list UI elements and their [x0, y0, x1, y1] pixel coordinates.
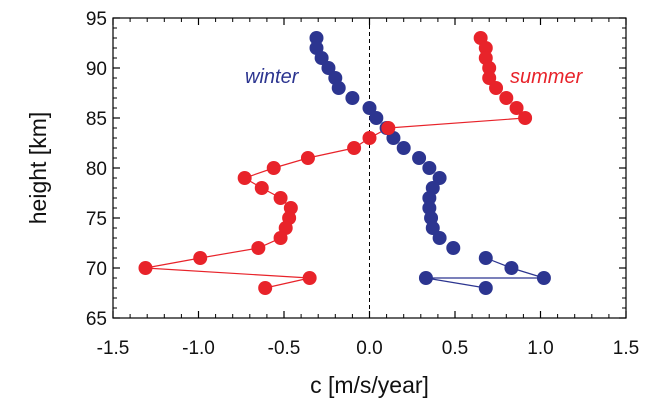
data-point-winter [369, 111, 384, 125]
data-point-winter [345, 91, 360, 105]
data-point-winter [536, 271, 551, 285]
y-tick-label: 95 [86, 9, 107, 30]
data-point-summer [489, 81, 504, 95]
x-tick-label: 1.0 [527, 338, 553, 359]
data-point-summer [273, 231, 288, 245]
data-point-summer [381, 121, 396, 135]
data-point-winter [504, 261, 519, 275]
data-point-winter [432, 171, 447, 185]
x-tick-label: 0.0 [356, 338, 382, 359]
axis-ticks [112, 17, 627, 319]
data-point-winter [478, 281, 493, 295]
data-point-summer [300, 151, 315, 165]
data-point-summer [499, 91, 514, 105]
data-point-winter [432, 231, 447, 245]
y-tick-label: 90 [86, 59, 107, 80]
data-point-summer [478, 41, 493, 55]
data-point-winter [418, 271, 433, 285]
data-point-winter [309, 31, 324, 45]
y-tick-labels: 65 70 75 80 85 90 95 [86, 9, 107, 330]
y-tick-label: 85 [86, 109, 107, 130]
data-point-winter [314, 51, 329, 65]
data-point-summer [482, 61, 497, 75]
y-tick-label: 70 [86, 259, 107, 280]
y-tick-label: 80 [86, 159, 107, 180]
y-tick-label: 75 [86, 209, 107, 230]
data-point-summer [237, 171, 252, 185]
data-point-summer [266, 161, 281, 175]
data-point-winter [446, 241, 461, 255]
x-axis-title: c [m/s/year] [310, 372, 429, 398]
y-tick-label: 65 [86, 309, 107, 330]
x-tick-label: -0.5 [268, 338, 301, 359]
data-point-winter [412, 151, 427, 165]
data-point-winter [321, 61, 336, 75]
data-point-summer [254, 181, 269, 195]
data-point-summer [518, 111, 533, 125]
x-tick-label: -1.0 [182, 338, 215, 359]
data-point-winter [396, 141, 411, 155]
data-point-summer [509, 101, 524, 115]
x-tick-labels: -1.5 -1.0 -0.5 0.0 0.5 1.0 1.5 [97, 338, 640, 359]
data-point-winter [331, 81, 346, 95]
data-point-summer [258, 281, 273, 295]
data-point-summer [482, 71, 497, 85]
series-label-summer: summer [510, 66, 584, 88]
data-point-winter [422, 191, 437, 205]
data-point-summer [302, 271, 317, 285]
data-point-winter [362, 101, 377, 115]
data-point-summer [273, 191, 288, 205]
data-point-summer [347, 141, 362, 155]
series-label-winter: winter [245, 66, 300, 88]
x-tick-label: 1.5 [613, 338, 639, 359]
data-point-winter [425, 221, 440, 235]
data-point-summer [251, 241, 266, 255]
data-point-summer [138, 261, 153, 275]
y-axis-title: height [km] [25, 112, 51, 225]
x-tick-label: -1.5 [97, 338, 130, 359]
data-point-winter [422, 161, 437, 175]
x-tick-label: 0.5 [442, 338, 468, 359]
series-points [138, 31, 551, 295]
data-point-winter [478, 251, 493, 265]
data-point-summer [362, 131, 377, 145]
data-point-summer [193, 251, 208, 265]
